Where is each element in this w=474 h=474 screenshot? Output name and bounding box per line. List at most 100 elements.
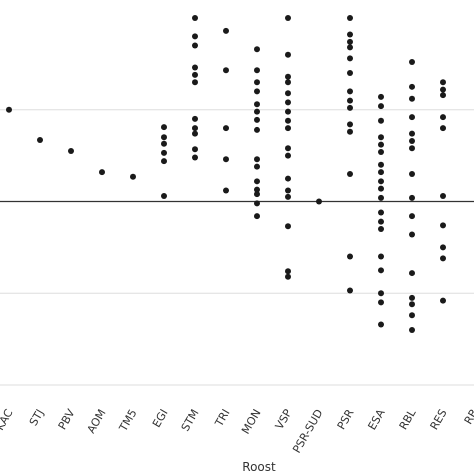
data-point (378, 169, 384, 176)
data-point (378, 290, 384, 297)
data-point (347, 121, 353, 128)
data-point (285, 152, 291, 159)
data-point (409, 301, 415, 308)
data-point (378, 226, 384, 233)
data-point (192, 64, 198, 71)
data-point (409, 326, 415, 333)
data-point (161, 124, 167, 131)
data-point (378, 93, 384, 100)
data-point (192, 79, 198, 86)
x-tick-label: PBV (56, 407, 78, 432)
data-point (192, 146, 198, 153)
data-point (254, 67, 260, 74)
data-point (161, 192, 167, 199)
data-point (440, 297, 446, 304)
data-point (254, 191, 260, 198)
data-point (440, 244, 446, 251)
data-point (192, 125, 198, 132)
data-point (254, 126, 260, 133)
data-point (99, 169, 105, 176)
data-point (347, 70, 353, 77)
data-point (347, 104, 353, 111)
x-tick-label: VSP (273, 407, 295, 432)
data-point (378, 185, 384, 192)
data-point (378, 194, 384, 201)
data-point (254, 88, 260, 95)
data-point (409, 294, 415, 301)
data-point (409, 145, 415, 152)
data-point (378, 209, 384, 216)
data-point (161, 158, 167, 165)
data-point (409, 231, 415, 238)
data-point (409, 170, 415, 177)
data-point (378, 117, 384, 124)
data-point (347, 253, 353, 260)
data-point (285, 51, 291, 58)
data-point (285, 223, 291, 230)
data-point (378, 134, 384, 141)
data-point (378, 148, 384, 155)
data-point (409, 95, 415, 102)
data-point (409, 194, 415, 201)
data-point (347, 97, 353, 104)
data-point (378, 103, 384, 110)
x-tick-label: TM5 (116, 407, 139, 434)
data-point (285, 90, 291, 97)
data-point (254, 101, 260, 108)
data-point (440, 79, 446, 86)
data-point (440, 125, 446, 132)
data-point (37, 137, 43, 144)
data-point (440, 192, 446, 199)
data-point (347, 55, 353, 62)
data-point (378, 218, 384, 225)
data-point (161, 149, 167, 156)
data-point (192, 33, 198, 40)
data-point (192, 42, 198, 49)
data-point (347, 15, 353, 21)
data-points (6, 15, 446, 333)
data-point (223, 125, 229, 132)
data-point (409, 312, 415, 319)
data-point (285, 117, 291, 124)
x-tick-label: MON (239, 407, 263, 436)
data-point (347, 38, 353, 45)
data-point (161, 140, 167, 147)
x-tick-label: AOM (85, 407, 109, 436)
data-point (161, 134, 167, 141)
data-point (254, 156, 260, 163)
data-point (254, 186, 260, 193)
data-point (378, 321, 384, 328)
data-point (347, 88, 353, 95)
data-point (285, 99, 291, 106)
data-point (223, 67, 229, 74)
data-point (6, 106, 12, 113)
data-point (378, 178, 384, 185)
data-point (409, 130, 415, 137)
data-point (409, 213, 415, 220)
data-point (347, 128, 353, 135)
data-point (285, 175, 291, 182)
data-point (254, 163, 260, 170)
data-point (285, 273, 291, 280)
data-point (130, 173, 136, 180)
x-tick-label: PSR (335, 407, 357, 432)
x-tick-label: RES (428, 407, 450, 432)
data-point (378, 253, 384, 260)
grid-lines (0, 109, 474, 386)
x-tick-label: PSR-SUD (290, 407, 325, 455)
x-tick-label: KAC (0, 407, 16, 433)
x-tick-label: RBL (397, 406, 419, 432)
data-point (254, 79, 260, 86)
data-point (440, 255, 446, 262)
data-point (223, 27, 229, 34)
data-point (192, 71, 198, 78)
data-point (68, 148, 74, 155)
x-tick-label: STM (179, 407, 202, 434)
data-point (254, 213, 260, 220)
data-point (285, 73, 291, 80)
data-point (440, 222, 446, 229)
data-point (409, 114, 415, 121)
x-tick-label: TRI (212, 407, 233, 430)
